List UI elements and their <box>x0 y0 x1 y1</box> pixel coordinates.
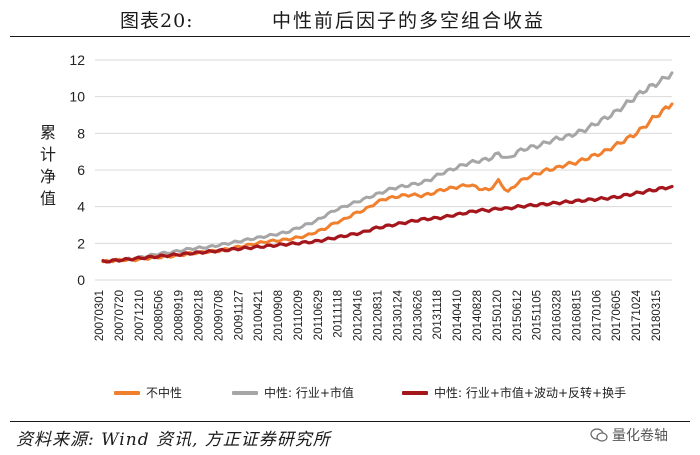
x-tick-label: 20151105 <box>532 290 544 340</box>
watermark: 量化卷轴 <box>590 425 668 445</box>
x-tick-label: 20071210 <box>134 290 146 341</box>
y-axis-title-char: 净 <box>40 167 56 186</box>
wechat-icon <box>590 428 608 442</box>
legend-swatch-plain <box>114 390 140 395</box>
bottom-rule <box>10 421 690 422</box>
figure-title: 中性前后因子的多空组合收益 <box>272 10 546 32</box>
x-tick-label: 20140828 <box>472 290 484 341</box>
x-tick-label: 20070301 <box>94 290 106 341</box>
y-tick-label-0: 0 <box>77 272 85 288</box>
source-note: 资料来源: Wind 资讯, 方正证券研究所 <box>16 430 331 450</box>
series-line-2 <box>101 184 674 264</box>
x-tick-label: 20120416 <box>353 290 365 341</box>
legend-label-industry-mcap: 中性: 行业+市值 <box>264 386 354 400</box>
legend-label-plain: 不中性 <box>146 386 183 400</box>
y-axis-title-char: 值 <box>40 189 56 208</box>
legend-swatch-industry-mcap <box>232 390 258 395</box>
x-tick-label: 20160328 <box>552 290 564 341</box>
y-tick-label-10: 10 <box>69 89 85 105</box>
y-axis-title-char: 累 <box>40 123 56 142</box>
x-tick-label: 20091127 <box>233 290 245 340</box>
y-axis-title-char: 计 <box>40 145 56 164</box>
top-rule <box>10 36 690 37</box>
legend-item-plain: 不中性 <box>114 384 182 401</box>
x-tick-label: 20111118 <box>333 290 345 338</box>
figure-label: 图表20: <box>120 10 194 32</box>
x-tick-label: 20150612 <box>512 290 524 341</box>
x-tick-label: 20170106 <box>591 290 603 341</box>
x-tick-label: 20100908 <box>273 290 285 341</box>
y-tick-label-8: 8 <box>77 125 85 141</box>
x-tick-label: 20120831 <box>373 290 385 341</box>
x-tick-label: 20131118 <box>432 290 444 339</box>
legend-label-full-neutral: 中性: 行业+市值+波动+反转+换手 <box>434 386 627 400</box>
x-tick-label: 20080506 <box>154 290 166 341</box>
x-tick-label: 20170605 <box>611 290 623 341</box>
x-tick-label: 20080919 <box>174 290 186 341</box>
y-tick-label-2: 2 <box>77 235 85 251</box>
x-tick-label: 20070720 <box>114 290 126 341</box>
x-tick-label: 20160815 <box>571 290 583 341</box>
y-tick-label-6: 6 <box>77 162 85 178</box>
y-tick-label-4: 4 <box>77 199 85 215</box>
x-tick-label: 20110629 <box>313 290 325 340</box>
x-tick-label: 20110209 <box>293 290 305 340</box>
x-tick-label: 20090218 <box>193 290 205 341</box>
x-tick-label: 20140410 <box>452 290 464 341</box>
watermark-text: 量化卷轴 <box>612 428 668 444</box>
legend-item-full-neutral: 中性: 行业+市值+波动+反转+换手 <box>402 384 626 401</box>
series-line-1 <box>101 71 674 264</box>
y-tick-label-12: 12 <box>69 52 85 68</box>
figure-header: 图表20: 中性前后因子的多空组合收益 <box>0 0 700 34</box>
x-tick-label: 20100421 <box>253 290 265 341</box>
x-tick-label: 20090708 <box>213 290 225 341</box>
legend-item-industry-mcap: 中性: 行业+市值 <box>232 384 354 401</box>
x-tick-label: 20180315 <box>651 290 663 341</box>
x-tick-label: 20150120 <box>492 290 504 341</box>
legend-swatch-full-neutral <box>402 390 428 395</box>
x-tick-label: 20130626 <box>412 290 424 341</box>
x-tick-label: 20130124 <box>392 289 404 341</box>
x-tick-label: 20171024 <box>631 289 643 341</box>
